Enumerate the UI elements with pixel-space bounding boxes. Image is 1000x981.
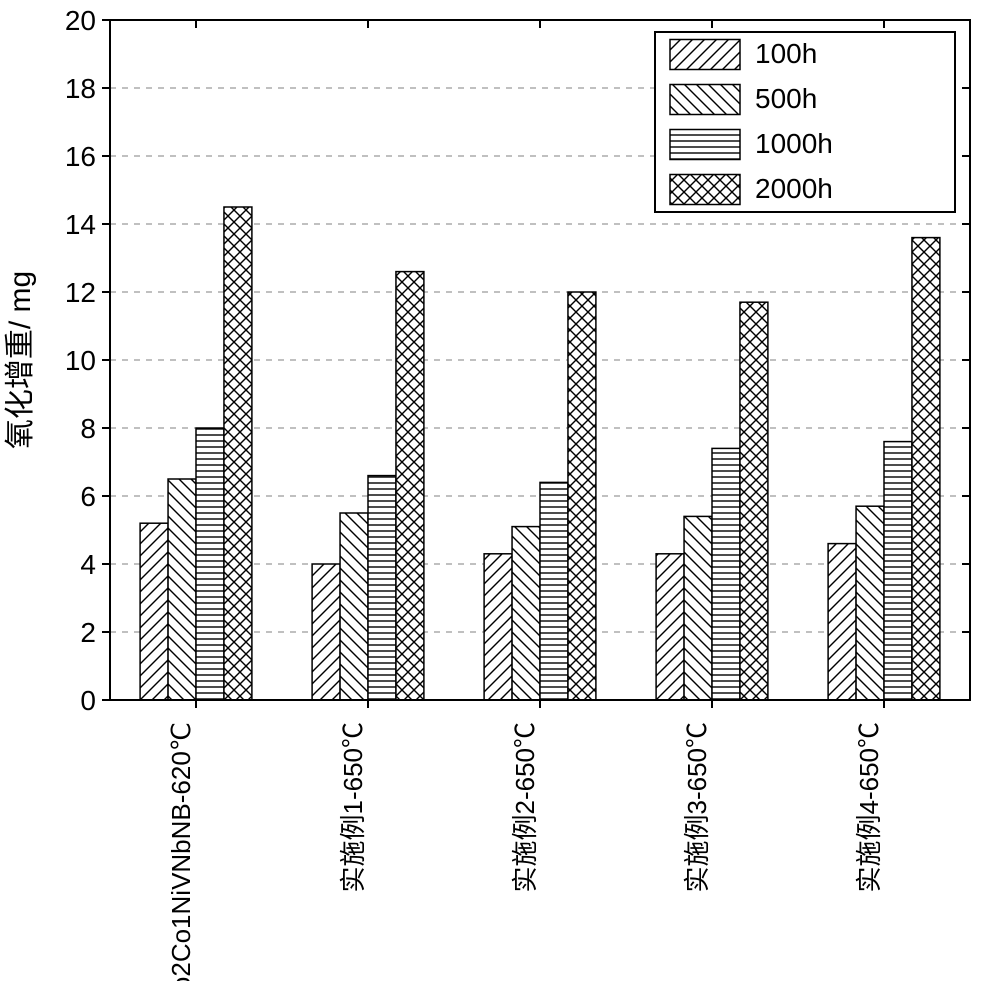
bar — [656, 554, 684, 700]
bar — [540, 482, 568, 700]
ytick-label: 6 — [80, 481, 96, 512]
ytick-label: 2 — [80, 617, 96, 648]
ytick-label: 20 — [65, 5, 96, 36]
bar — [884, 442, 912, 700]
x-category-label: 实施例1-650℃ — [338, 722, 368, 893]
bar — [684, 516, 712, 700]
legend-label: 500h — [755, 83, 817, 114]
bar — [196, 428, 224, 700]
legend-swatch — [670, 40, 740, 70]
legend-swatch — [670, 130, 740, 160]
y-axis-label: 氧化增重/ mg — [4, 271, 37, 449]
x-category-label: 实施例3-650℃ — [682, 722, 712, 893]
ytick-label: 16 — [65, 141, 96, 172]
bar — [568, 292, 596, 700]
ytick-label: 10 — [65, 345, 96, 376]
bar — [224, 207, 252, 700]
ytick-label: 4 — [80, 549, 96, 580]
legend-swatch — [670, 85, 740, 115]
bar — [856, 506, 884, 700]
bar — [912, 238, 940, 700]
chart-svg: 0 2 4 6 8 10 12 14 16 18 20 氧化增重/ mg 13Cr9Mo2Co1NiVN… — [0, 0, 1000, 981]
bar — [712, 448, 740, 700]
bar — [140, 523, 168, 700]
x-category-label: 实施例4-650℃ — [854, 722, 884, 893]
bar — [340, 513, 368, 700]
bar-chart: 0 2 4 6 8 10 12 14 16 18 20 氧化增重/ mg 13Cr9Mo2Co1NiVN… — [0, 0, 1000, 981]
bar — [512, 527, 540, 700]
bar — [484, 554, 512, 700]
ytick-label: 0 — [80, 685, 96, 716]
bar — [368, 476, 396, 700]
ytick-label: 18 — [65, 73, 96, 104]
ytick-label: 14 — [65, 209, 96, 240]
ytick-label: 8 — [80, 413, 96, 444]
bar — [740, 302, 768, 700]
legend-swatch — [670, 175, 740, 205]
bar — [168, 479, 196, 700]
x-category-label: 实施例2-650℃ — [510, 722, 540, 893]
bar — [828, 544, 856, 700]
ytick-label: 12 — [65, 277, 96, 308]
legend-label: 1000h — [755, 128, 833, 159]
legend-label: 2000h — [755, 173, 833, 204]
bar — [312, 564, 340, 700]
x-category-label: 13Cr9Mo2Co1NiVNbNB-620℃ — [166, 722, 196, 981]
legend-label: 100h — [755, 38, 817, 69]
bar — [396, 272, 424, 700]
